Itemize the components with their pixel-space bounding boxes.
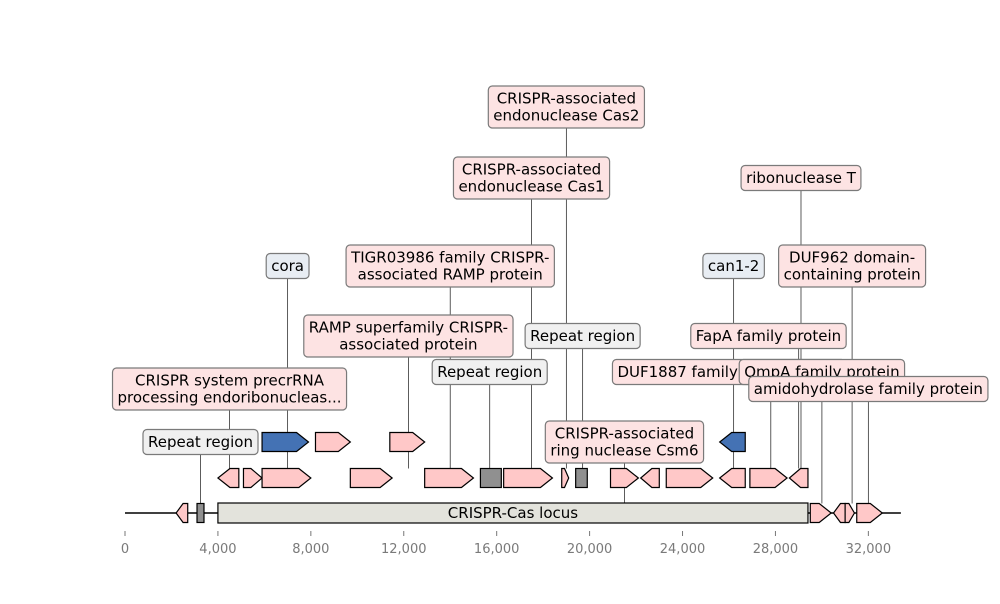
cds-arrow: [666, 469, 712, 488]
locus-label: CRISPR-Cas locus: [448, 504, 578, 522]
cds-arrow: [218, 469, 239, 488]
x-tick-label: 12,000: [381, 542, 427, 557]
cds-arrow: [425, 469, 474, 488]
cas-gene-arrow: [720, 433, 746, 452]
x-tick-label: 4,000: [199, 542, 236, 557]
annotation-label: FapA family protein: [691, 324, 846, 349]
annotation-label: RAMP superfamily CRISPR-associated prote…: [304, 315, 513, 357]
annotation-text: Repeat region: [437, 363, 542, 381]
annotation-text: CRISPR-associated: [555, 425, 694, 443]
annotation-label: Repeat region: [525, 324, 640, 349]
repeat-region-box: [197, 504, 204, 523]
cds-arrow: [315, 433, 350, 452]
cds-arrow: [810, 504, 831, 523]
annotation-text: FapA family protein: [696, 327, 841, 345]
annotation-label: amidohydrolase family protein: [749, 377, 988, 402]
annotation-text: CRISPR system precrRNA: [135, 372, 325, 390]
cds-arrow: [857, 504, 883, 523]
annotation-text: associated protein: [339, 336, 477, 354]
annotation-text: processing endoribonucleas...: [118, 389, 342, 407]
x-tick-label: 16,000: [474, 542, 520, 557]
cds-arrow: [750, 469, 787, 488]
cds-arrow: [176, 504, 188, 523]
repeat-region-box: [576, 469, 588, 488]
cds-arrow: [262, 469, 311, 488]
annotation-label: cora: [266, 254, 309, 279]
x-tick-label: 8,000: [292, 542, 329, 557]
annotation-text: endonuclease Cas2: [493, 107, 639, 125]
x-tick-label: 20,000: [567, 542, 613, 557]
cds-arrow: [834, 504, 846, 523]
annotation-label: can1-2: [703, 254, 764, 279]
annotation-label: DUF962 domain-containing protein: [779, 245, 926, 287]
x-tick-label: 32,000: [846, 542, 892, 557]
annotation-text: amidohydrolase family protein: [754, 380, 983, 398]
annotation-text: TIGR03986 family CRISPR-: [350, 249, 549, 267]
cds-arrow: [350, 469, 392, 488]
annotation-text: ring nuclease Csm6: [550, 442, 698, 460]
annotation-text: DUF962 domain-: [789, 249, 915, 267]
annotation-text: Repeat region: [148, 433, 253, 451]
annotation-text: containing protein: [784, 266, 921, 284]
crispr-cas-locus: CRISPR-Cas locus: [218, 503, 808, 523]
cas-gene-arrow: [262, 433, 308, 452]
cds-arrow: [243, 469, 262, 488]
annotation-text: cora: [271, 257, 304, 275]
annotation-label: ribonuclease T: [741, 166, 861, 191]
annotation-text: associated RAMP protein: [358, 266, 543, 284]
cds-arrow: [390, 433, 425, 452]
annotation-label: TIGR03986 family CRISPR-associated RAMP …: [346, 245, 554, 287]
cds-arrow: [789, 469, 808, 488]
annotation-label: Repeat region: [432, 360, 547, 385]
annotation-label: Repeat region: [143, 430, 258, 455]
annotation-text: ribonuclease T: [746, 169, 857, 187]
repeat-region-box: [480, 469, 501, 488]
cds-arrow: [562, 469, 569, 488]
annotation-text: CRISPR-associated: [497, 90, 636, 108]
annotation-text: endonuclease Cas1: [458, 178, 604, 196]
cds-arrow: [720, 469, 746, 488]
cds-arrow: [611, 469, 639, 488]
annotation-text: Repeat region: [530, 327, 635, 345]
x-tick-label: 0: [121, 542, 129, 557]
x-tick-label: 24,000: [660, 542, 706, 557]
cds-arrow: [504, 469, 553, 488]
x-tick-label: 28,000: [753, 542, 799, 557]
annotation-labels: Repeat region CRISPR system precrRNAproce…: [113, 86, 988, 463]
cds-arrow: [845, 504, 854, 523]
cds-arrow: [641, 469, 660, 488]
annotation-text: CRISPR-associated: [462, 161, 601, 179]
annotation-text: can1-2: [708, 257, 759, 275]
x-axis: 0 4,000 8,000 12,000 16,000 20,000 24,000 28,00…: [121, 531, 891, 557]
annotation-text: RAMP superfamily CRISPR-: [309, 319, 508, 337]
